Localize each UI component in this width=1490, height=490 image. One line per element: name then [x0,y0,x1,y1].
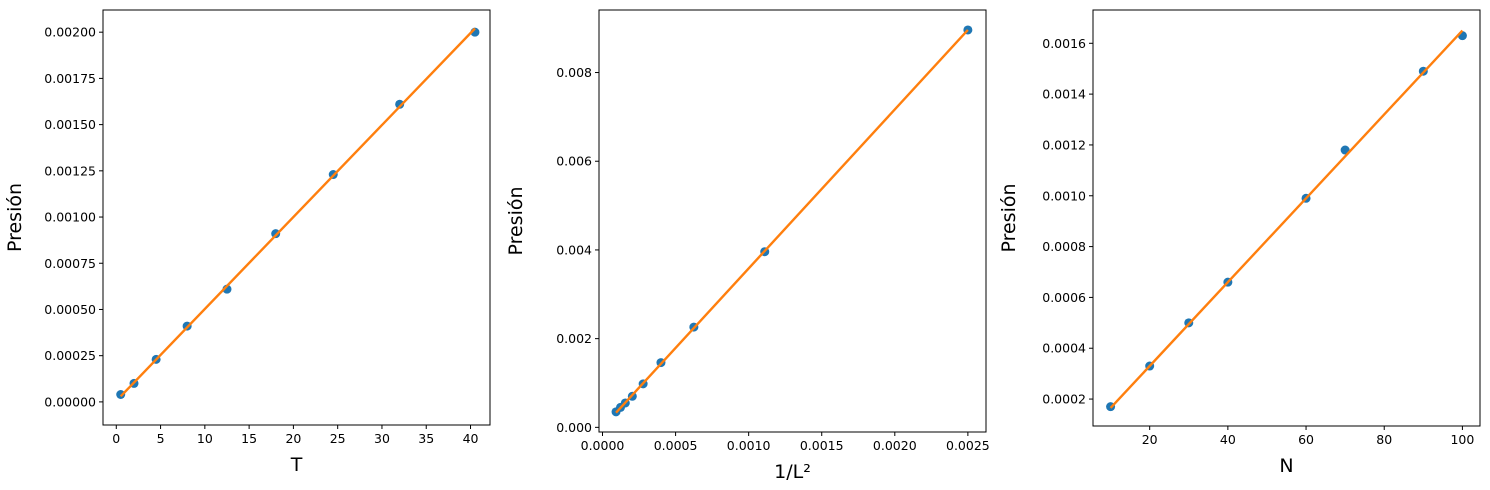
y-tick-label: 0.00150 [44,117,96,132]
y-tick-label: 0.004 [556,242,592,257]
y-tick-label: 0.00050 [44,302,96,317]
x-tick-label: 0.0020 [873,438,917,453]
y-tick-label: 0.00100 [44,210,96,225]
x-tick-label: 0.0000 [581,438,625,453]
y-axis-label: Presión [4,183,26,252]
y-tick-label: 0.00000 [44,394,96,409]
x-tick-label: 80 [1376,432,1392,447]
x-tick-label: 15 [241,431,257,446]
y-tick-label: 0.00075 [44,256,96,271]
x-axis-label: N [1279,455,1293,477]
y-tick-label: 0.000 [556,420,592,435]
y-tick-label: 0.006 [556,154,592,169]
chart-panel-1: 0 5 10 15 20 25 30 35 40 0.00000 0.00025 0.00050 0.0… [4,9,491,476]
x-tick-label: 5 [157,431,165,446]
y-tick-label: 0.0006 [1042,290,1086,305]
fit-line [615,29,969,414]
x-tick-label: 100 [1450,432,1474,447]
y-axis-label: Presión [505,186,527,255]
x-tick-label: 0.0005 [654,438,698,453]
fit-line [119,27,476,398]
y-tick-label: 0.0010 [1042,188,1086,203]
y-tick-label: 0.0004 [1042,341,1086,356]
axes-frame [598,9,987,433]
axes-frame [1092,9,1481,427]
x-axis-label: T [290,454,303,476]
x-tick-label: 0.0010 [727,438,771,453]
x-tick-label: 0.0025 [946,438,990,453]
data-point [116,389,126,399]
chart-panel-2: 0.0000 0.0005 0.0010 0.0015 0.0020 0.0025 0.00… [505,9,990,483]
x-tick-label: 60 [1298,432,1314,447]
x-tick-label: 10 [197,431,213,446]
x-tick-label: 0.0015 [800,438,844,453]
x-axis-label: 1/L² [774,461,811,483]
data-point [395,99,405,109]
y-tick-label: 0.0014 [1042,87,1086,102]
x-tick-label: 40 [1220,432,1236,447]
chart-panel-3: 20 40 60 80 100 0.0002 0.0004 0.0006 0.0008 0.001… [998,9,1481,477]
x-tick-label: 20 [285,431,301,446]
y-tick-label: 0.0002 [1042,392,1086,407]
x-tick-label: 40 [463,431,479,446]
x-tick-label: 25 [330,431,346,446]
x-tick-label: 20 [1142,432,1158,447]
y-tick-label: 0.008 [556,65,592,80]
y-tick-label: 0.0008 [1042,239,1086,254]
y-tick-label: 0.00125 [44,163,96,178]
y-tick-label: 0.0016 [1042,36,1086,51]
fit-line [1109,29,1464,409]
y-tick-label: 0.002 [556,331,592,346]
y-tick-label: 0.0012 [1042,137,1086,152]
y-tick-label: 0.00175 [44,71,96,86]
x-tick-label: 30 [374,431,390,446]
y-axis-label: Presión [998,183,1020,252]
x-tick-label: 0 [112,431,120,446]
y-tick-label: 0.00025 [44,348,96,363]
x-tick-label: 35 [418,431,434,446]
y-tick-label: 0.00200 [44,25,96,40]
